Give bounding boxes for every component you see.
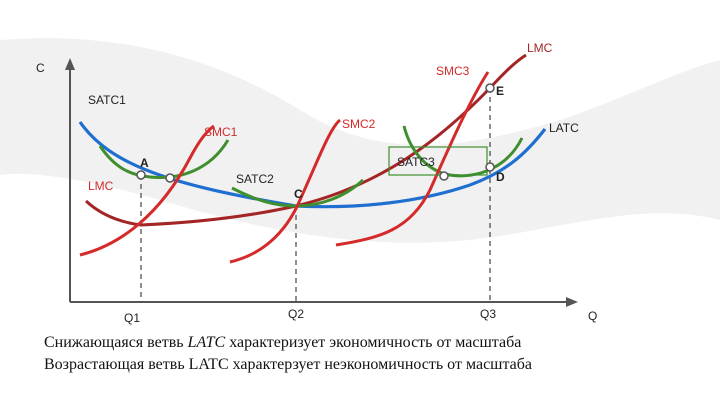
point-satc3-marker <box>439 171 449 181</box>
caption-line-1-pre: Снижающаяся ветвь <box>44 334 188 351</box>
curve-label-smc2: SMC2 <box>342 117 376 131</box>
point-label-d: D <box>496 170 505 184</box>
caption-line-1-em: LATC <box>187 334 226 351</box>
tick-label-q2: Q2 <box>288 307 304 321</box>
tick-label-q3: Q3 <box>480 307 496 321</box>
caption-line-1: Снижающаяся ветвь LATC характеризует эко… <box>44 334 521 352</box>
curve-latc <box>78 121 547 209</box>
curve-label-smc3: SMC3 <box>436 64 470 78</box>
x-axis-arrow <box>566 297 578 307</box>
curve-label-lmc-left: LMC <box>88 179 114 193</box>
curve-label-lmc-top: LMC <box>527 41 553 55</box>
y-axis-arrow <box>65 58 75 70</box>
curve-smc1 <box>79 124 215 257</box>
point-label-a: A <box>140 156 149 170</box>
point-label-e: E <box>496 84 504 98</box>
curve-label-satc3: SATC3 <box>397 155 435 169</box>
curve-smc3 <box>335 71 490 247</box>
curve-label-satc1: SATC1 <box>88 93 126 107</box>
curve-label-satc2: SATC2 <box>236 172 274 186</box>
x-axis-label: Q <box>588 309 597 323</box>
caption-line-2: Возрастающая ветвь LATC характерзует неэ… <box>44 356 533 373</box>
curve-label-latc: LATC <box>549 121 579 135</box>
point-label-c: C <box>294 187 303 201</box>
background-watermark <box>0 38 720 243</box>
y-axis-label: C <box>36 61 45 75</box>
curve-smc2 <box>229 118 342 264</box>
point-e-marker <box>485 83 495 93</box>
tick-label-q1: Q1 <box>124 311 140 325</box>
caption-line-1-post: характеризует экономичность от масштаба <box>225 334 522 351</box>
point-d-marker <box>485 162 495 172</box>
satc3-label-box <box>388 146 488 176</box>
point-satc1-marker <box>165 173 175 183</box>
curve-label-smc1: SMC1 <box>204 125 238 139</box>
point-a-marker <box>136 170 146 180</box>
curve-satc1 <box>98 139 230 180</box>
